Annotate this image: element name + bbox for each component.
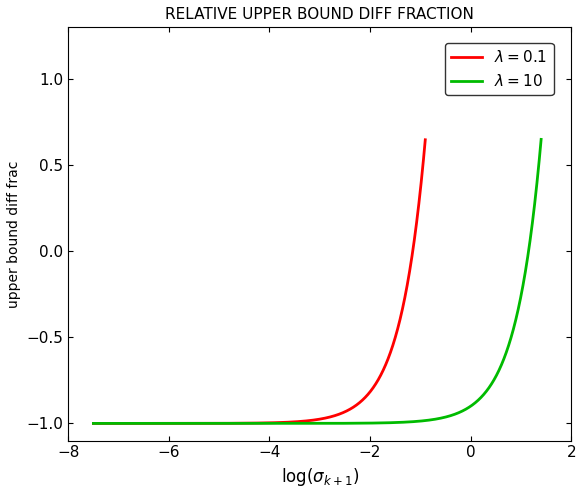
Line: λ = 0.1: λ = 0.1	[93, 140, 425, 423]
λ = 0.1	[228, 420, 235, 426]
λ = 10	[538, 137, 545, 143]
λ = 10	[253, 420, 260, 426]
X-axis label: $\log(\sigma_{k+1})$: $\log(\sigma_{k+1})$	[280, 466, 359, 488]
λ = 0.1	[90, 420, 97, 426]
λ = 10	[490, 379, 497, 385]
λ = 0.1	[296, 419, 303, 425]
λ = 10	[391, 420, 398, 426]
Line: λ = 10: λ = 10	[93, 140, 541, 423]
λ = 0.1	[216, 420, 223, 426]
λ = 0.1	[188, 420, 195, 426]
Y-axis label: upper bound diff frac: upper bound diff frac	[7, 160, 21, 308]
λ = 0.1	[331, 413, 338, 419]
Title: RELATIVE UPPER BOUND DIFF FRACTION: RELATIVE UPPER BOUND DIFF FRACTION	[166, 7, 474, 22]
Legend: $\lambda = 0.1$, $\lambda = 10$: $\lambda = 0.1$, $\lambda = 10$	[445, 43, 553, 95]
λ = 10	[250, 420, 257, 426]
λ = 10	[206, 420, 213, 426]
λ = 0.1	[201, 420, 208, 426]
λ = 10	[90, 420, 97, 426]
λ = 0.1	[422, 137, 429, 143]
λ = 10	[307, 420, 314, 426]
